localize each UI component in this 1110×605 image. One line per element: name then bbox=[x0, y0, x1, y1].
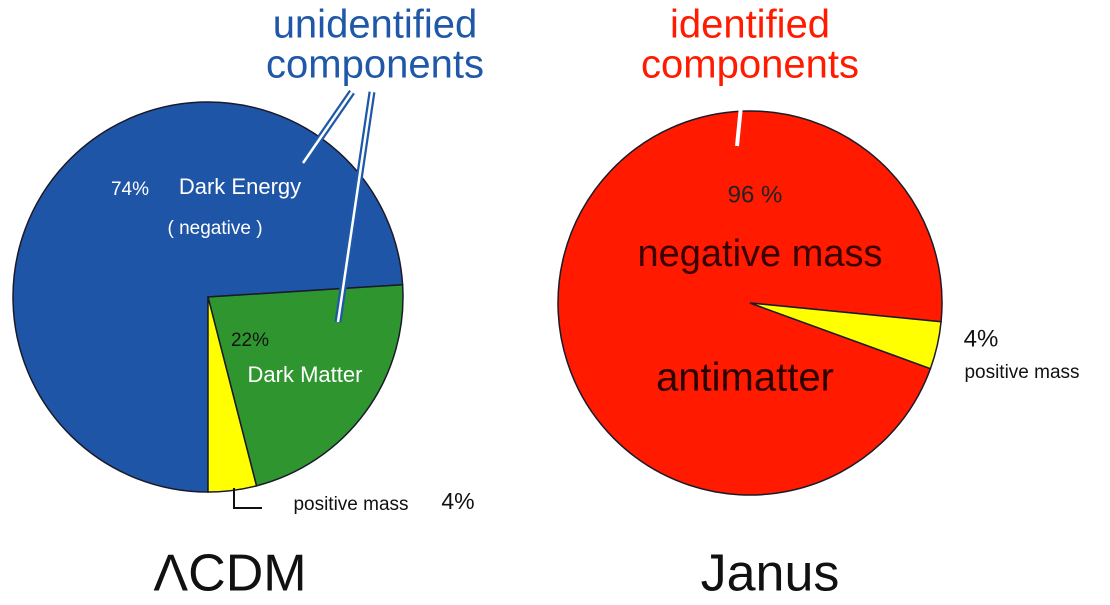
leader-line bbox=[233, 488, 262, 509]
leader-line bbox=[301, 91, 354, 164]
value-label: 4% bbox=[964, 325, 999, 352]
leader-lines bbox=[233, 90, 744, 509]
leader-line bbox=[336, 91, 374, 323]
value-label: 4% bbox=[441, 488, 474, 514]
category-label: Dark Matter bbox=[248, 362, 363, 387]
annotation: identified bbox=[670, 3, 830, 47]
category-label: Dark Energy bbox=[179, 174, 301, 199]
value-label: 74% bbox=[111, 179, 149, 200]
leader-line bbox=[735, 95, 744, 147]
chart-title: ΛCDM bbox=[153, 545, 306, 603]
chart-title: Janus bbox=[701, 545, 840, 603]
pie-slice bbox=[207, 283, 404, 487]
category-label: positive mass bbox=[293, 494, 408, 515]
category-sublabel: antimatter bbox=[656, 356, 834, 400]
category-sublabel: ( negative ) bbox=[167, 218, 262, 239]
pie bbox=[557, 110, 943, 496]
category-label: positive mass bbox=[964, 362, 1079, 383]
annotation: components bbox=[266, 43, 484, 87]
category-label: negative mass bbox=[637, 233, 882, 275]
pie-slice bbox=[749, 302, 942, 370]
value-label: 96 % bbox=[728, 181, 783, 208]
value-label: 22% bbox=[231, 330, 269, 351]
pie-slice bbox=[207, 296, 258, 493]
pie bbox=[12, 101, 404, 493]
annotation: components bbox=[641, 43, 859, 87]
annotation: unidentified bbox=[273, 3, 478, 47]
